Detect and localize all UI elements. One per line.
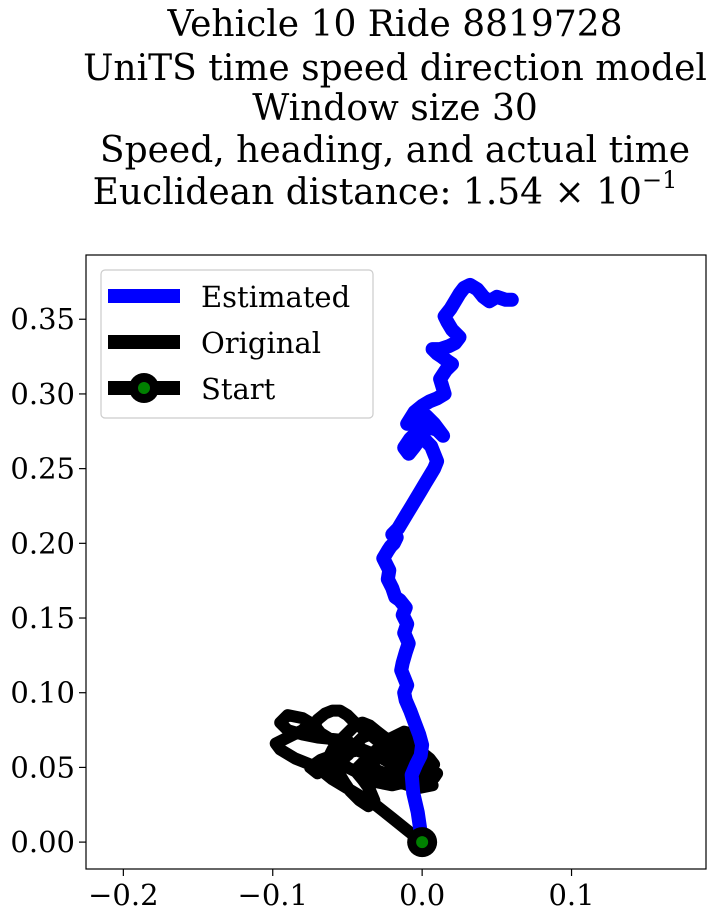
series-line-estimated (376, 277, 519, 850)
start-marker-inner (416, 836, 429, 849)
legend-marker-inner (138, 382, 150, 394)
x-tick-label: 0.0 (399, 878, 445, 912)
legend: Estimated Original Start (100, 269, 374, 419)
x-axis: −0.2 −0.1 0.0 0.1 (88, 869, 595, 912)
legend-label-estimated: Estimated (201, 280, 350, 314)
title-line-1: Vehicle 10 Ride 8819728 (166, 4, 622, 45)
y-tick-label: 0.05 (10, 750, 75, 784)
series-line-original (269, 704, 444, 849)
y-axis: 0.00 0.05 0.10 0.15 0.20 0.25 0.30 0.35 (10, 302, 86, 859)
y-tick-label: 0.30 (10, 377, 75, 411)
legend-label-original: Original (201, 326, 321, 360)
y-tick-label: 0.20 (10, 526, 75, 560)
y-tick-label: 0.15 (10, 601, 75, 635)
plot-frame (85, 254, 707, 870)
y-tick-label: 0.25 (10, 452, 75, 486)
y-tick-label: 0.00 (10, 825, 75, 859)
chart-title: Vehicle 10 Ride 8819728 UniTS time speed… (83, 4, 707, 213)
title-line-5-exponent: −1 (642, 166, 677, 194)
title-line-5-main: Euclidean distance: 1.54 × 10 (93, 172, 642, 213)
start-layer (407, 827, 438, 858)
series-layer (269, 277, 519, 850)
x-tick-label: 0.1 (548, 878, 594, 912)
title-line-4: Speed, heading, and actual time (100, 130, 690, 171)
y-tick-label: 0.35 (10, 302, 75, 336)
y-tick-label: 0.10 (10, 676, 75, 710)
title-line-5: Euclidean distance: 1.54 × 10−1 (93, 166, 678, 213)
legend-label-start: Start (201, 372, 276, 406)
title-line-3: Window size 30 (252, 88, 538, 129)
x-tick-label: −0.2 (88, 878, 158, 912)
title-line-2: UniTS time speed direction model (83, 48, 707, 89)
x-tick-label: −0.1 (238, 878, 308, 912)
